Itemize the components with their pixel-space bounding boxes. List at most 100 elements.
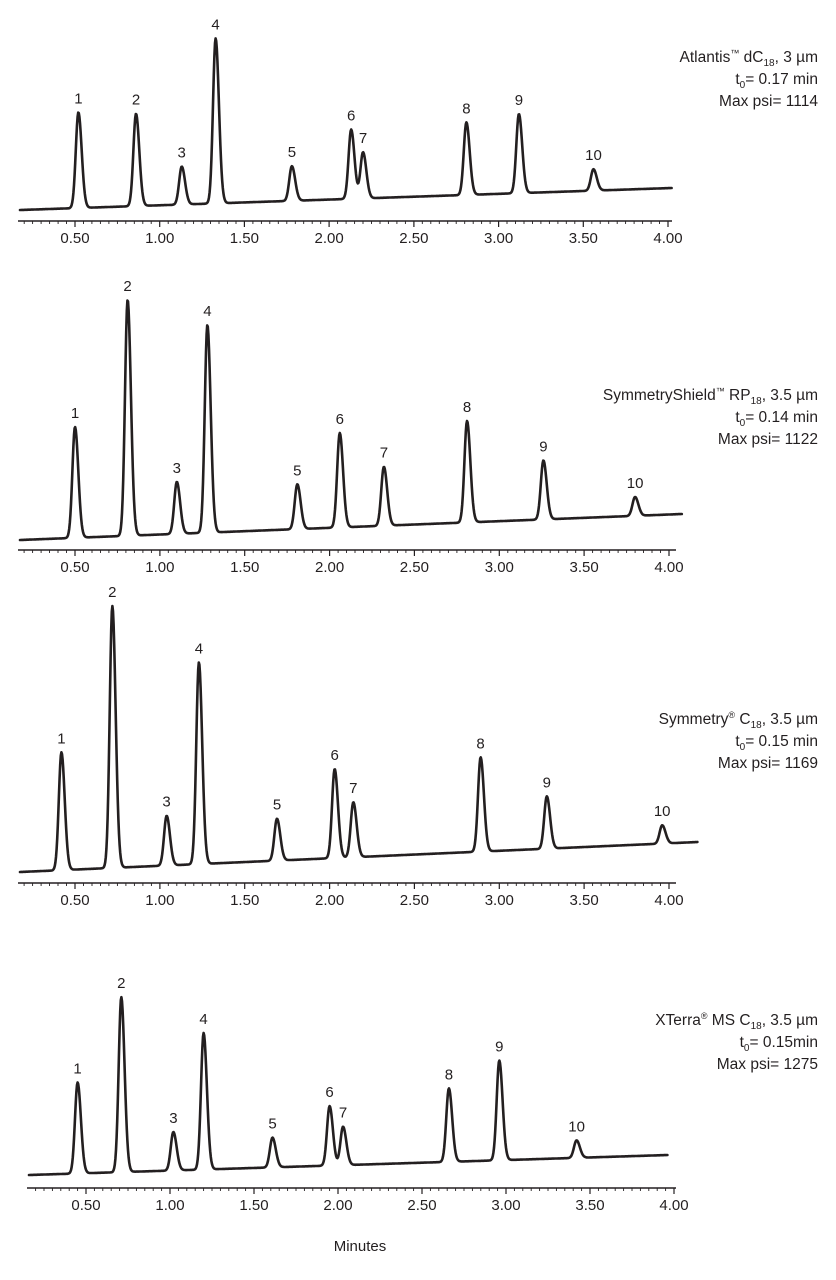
column-phase-subscript: 18 (751, 720, 763, 731)
tick-label-1.50: 1.50 (230, 559, 259, 576)
peak-label-6: 6 (336, 411, 344, 428)
peak-label-8: 8 (476, 735, 484, 752)
dead-time-symbol: t (735, 71, 740, 88)
column-particle-size: , 3 µm (775, 49, 818, 66)
peak-label-9: 9 (543, 774, 551, 791)
dead-time-value: = 0.17 min (745, 71, 818, 88)
max-pressure: Max psi= 1169 (718, 755, 818, 772)
column-phase: C (735, 711, 751, 728)
panel-1: 1 2 3 4 5 67 8 9 10 0.50 1.00 1.50 2.00 2.50 3.00 3.50 4… (18, 16, 818, 247)
peak-label-1: 1 (73, 1061, 81, 1078)
peak-label-7: 7 (339, 1105, 347, 1122)
peak-label-5: 5 (273, 797, 281, 814)
column-name-text: Symmetry (659, 711, 729, 728)
peak-label-3: 3 (178, 145, 186, 162)
peak-label-7: 7 (349, 780, 357, 797)
column-name: Atlantis™ dC18, 3 µm (680, 48, 818, 69)
tick-label-0.50: 0.50 (71, 1197, 100, 1214)
tick-label-3.50: 3.50 (569, 892, 598, 909)
peak-label-10: 10 (585, 147, 602, 164)
column-name-text: Atlantis (680, 49, 731, 66)
dead-time-value: = 0.15min (749, 1034, 818, 1051)
panel-3: 1 2 3 4 5 67 8 9 10 0.50 1.00 1.50 2.00 2.50 3.00 3.50 4… (18, 584, 818, 909)
peak-label-9: 9 (515, 92, 523, 109)
peak-label-8: 8 (445, 1066, 453, 1083)
tick-label-4.00: 4.00 (654, 559, 683, 576)
peak-label-9: 9 (539, 438, 547, 455)
tick-label-1.00: 1.00 (145, 559, 174, 576)
dead-time-subscript: 0 (740, 418, 746, 429)
tick-label-2.00: 2.00 (314, 230, 343, 247)
peak-label-7: 7 (359, 130, 367, 147)
dead-time: t0= 0.14 min (735, 409, 818, 429)
chromatogram-trace (18, 37, 673, 212)
peak-label-4: 4 (195, 640, 203, 657)
dead-time-value: = 0.15 min (745, 733, 818, 750)
tick-label-3.00: 3.00 (491, 1197, 520, 1214)
column-phase-subscript: 18 (763, 58, 775, 69)
peak-label-9: 9 (495, 1039, 503, 1056)
column-name: Symmetry® C18, 3.5 µm (659, 710, 818, 731)
column-phase: dC (739, 49, 763, 66)
column-name: SymmetryShield™ RP18, 3.5 µm (603, 386, 818, 407)
column-name: XTerra® MS C18, 3.5 µm (655, 1011, 818, 1032)
peak-label-2: 2 (117, 975, 125, 992)
dead-time-value: = 0.14 min (745, 409, 818, 426)
peak-label-3: 3 (169, 1110, 177, 1127)
chromatogram-trace (18, 299, 684, 542)
dead-time-subscript: 0 (740, 742, 746, 753)
peak-label-6: 6 (347, 108, 355, 125)
column-phase-subscript: 18 (751, 1021, 763, 1032)
peak-label-1: 1 (71, 405, 79, 422)
max-pressure: Max psi= 1114 (719, 93, 818, 110)
tick-label-3.00: 3.00 (484, 230, 513, 247)
tick-label-4.00: 4.00 (659, 1197, 688, 1214)
column-particle-size: , 3.5 µm (762, 711, 818, 728)
peak-label-10: 10 (627, 475, 644, 492)
tick-label-2.00: 2.00 (315, 559, 344, 576)
tick-label-3.50: 3.50 (569, 559, 598, 576)
peak-label-10: 10 (568, 1118, 585, 1135)
panel-2: 1 2 3 4 5 6 7 8 9 10 0.50 1.00 1.50 2.00 2.50 3.00 3.50 4… (18, 278, 818, 576)
tick-label-3.50: 3.50 (569, 230, 598, 247)
peak-label-4: 4 (211, 16, 219, 33)
peak-label-7: 7 (380, 445, 388, 462)
tick-label-2.50: 2.50 (399, 230, 428, 247)
peak-label-8: 8 (462, 100, 470, 117)
dead-time-subscript: 0 (740, 80, 746, 91)
trademark-mark: ™ (716, 386, 725, 396)
peak-label-1: 1 (57, 730, 65, 747)
peak-label-1: 1 (74, 90, 82, 107)
tick-label-1.50: 1.50 (230, 892, 259, 909)
peak-label-5: 5 (293, 462, 301, 479)
tick-label-3.00: 3.00 (485, 892, 514, 909)
max-pressure: Max psi= 1122 (718, 431, 818, 448)
tick-label-1.50: 1.50 (230, 230, 259, 247)
column-phase: MS C (708, 1012, 751, 1029)
column-particle-size: , 3.5 µm (762, 1012, 818, 1029)
dead-time-symbol: t (740, 1034, 745, 1051)
x-axis-label: Minutes (334, 1238, 387, 1255)
peak-label-3: 3 (173, 460, 181, 477)
tick-label-1.00: 1.00 (145, 230, 174, 247)
tick-label-2.00: 2.00 (323, 1197, 352, 1214)
peak-label-10: 10 (654, 803, 671, 820)
tick-label-1.00: 1.00 (145, 892, 174, 909)
tick-label-1.50: 1.50 (239, 1197, 268, 1214)
dead-time: t0= 0.15 min (735, 733, 818, 753)
tick-label-0.50: 0.50 (60, 559, 89, 576)
trademark-mark: ® (728, 710, 735, 720)
dead-time-symbol: t (735, 409, 740, 426)
tick-label-1.00: 1.00 (155, 1197, 184, 1214)
tick-label-3.50: 3.50 (575, 1197, 604, 1214)
column-particle-size: , 3.5 µm (762, 387, 818, 404)
chromatogram-trace (18, 604, 699, 874)
peak-label-8: 8 (463, 399, 471, 416)
tick-label-2.50: 2.50 (400, 559, 429, 576)
tick-label-2.50: 2.50 (400, 892, 429, 909)
tick-label-2.00: 2.00 (315, 892, 344, 909)
peak-label-4: 4 (203, 303, 211, 320)
dead-time: t0= 0.15min (740, 1034, 818, 1054)
